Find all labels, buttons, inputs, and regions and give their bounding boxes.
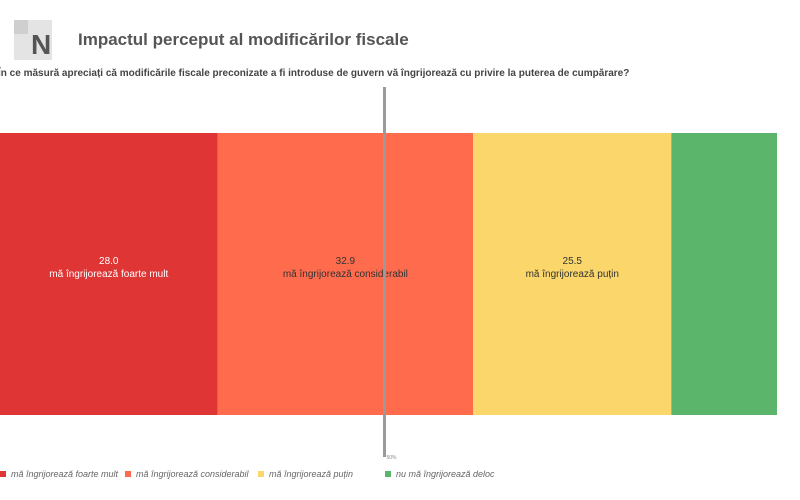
bar-segment [671,133,777,415]
page-title: Impactul perceput al modificărilor fisca… [78,30,409,49]
legend-label: mă îngrijorează considerabil [136,469,249,479]
legend-item[interactable]: mă îngrijorează foarte mult [0,469,118,479]
segment-category-label: mă îngrijorează foarte mult [49,269,168,280]
bar-segment [473,133,672,415]
legend-item[interactable]: mă îngrijorează puțin [258,469,353,479]
bar-segment [217,133,474,415]
legend-item[interactable]: nu mă îngrijorează deloc [385,469,495,479]
legend-item[interactable]: mă îngrijorează considerabil [125,469,249,479]
reference-line [383,87,386,457]
legend-label: mă îngrijorează puțin [269,469,354,479]
segment-category-label: mă îngrijorează puțin [526,269,619,280]
legend-swatch [0,471,6,477]
legend-swatch [125,471,131,477]
segment-value-label: 28.0 [99,256,119,267]
legend-label: mă îngrijorează foarte mult [11,469,119,479]
segment-value-label: 25.5 [563,256,583,267]
legend-swatch [258,471,264,477]
survey-question: În ce măsură apreciați că modificările f… [0,68,630,79]
legend-swatch [385,471,391,477]
logo-letter: N [31,29,51,60]
segment-category-label: mă îngrijorează considerabil [283,269,408,280]
legend-label: nu mă îngrijorează deloc [396,469,495,479]
reference-line-label: 50% [387,455,398,461]
bar-segment [0,133,218,415]
logo-icon: N [14,20,52,60]
segment-value-label: 32.9 [336,256,356,267]
